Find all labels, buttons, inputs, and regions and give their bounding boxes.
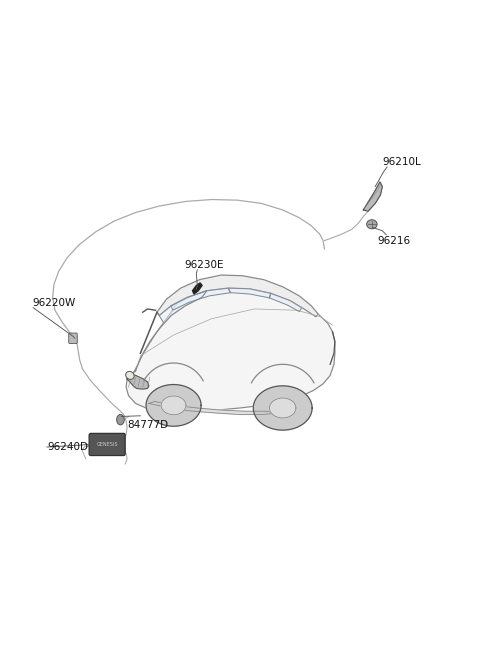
Text: 96230E: 96230E bbox=[184, 260, 224, 270]
Circle shape bbox=[117, 415, 124, 425]
Ellipse shape bbox=[367, 219, 377, 229]
Text: 84777D: 84777D bbox=[127, 420, 168, 430]
Polygon shape bbox=[157, 290, 207, 323]
Polygon shape bbox=[228, 288, 271, 298]
Polygon shape bbox=[253, 386, 312, 430]
Polygon shape bbox=[161, 396, 186, 415]
Polygon shape bbox=[157, 275, 318, 317]
Polygon shape bbox=[146, 384, 201, 426]
Text: 96216: 96216 bbox=[378, 236, 411, 246]
FancyBboxPatch shape bbox=[69, 333, 77, 344]
Text: GENESIS: GENESIS bbox=[96, 442, 118, 447]
Polygon shape bbox=[269, 398, 296, 418]
Text: 96220W: 96220W bbox=[32, 298, 75, 307]
Polygon shape bbox=[363, 182, 383, 212]
Polygon shape bbox=[149, 401, 278, 415]
Polygon shape bbox=[127, 374, 149, 389]
Text: 96210L: 96210L bbox=[383, 157, 421, 167]
Ellipse shape bbox=[126, 371, 134, 379]
Text: 96240D: 96240D bbox=[48, 442, 89, 452]
Polygon shape bbox=[269, 293, 301, 311]
Polygon shape bbox=[126, 278, 335, 412]
FancyBboxPatch shape bbox=[89, 434, 125, 455]
Polygon shape bbox=[171, 288, 230, 310]
Polygon shape bbox=[192, 283, 202, 294]
